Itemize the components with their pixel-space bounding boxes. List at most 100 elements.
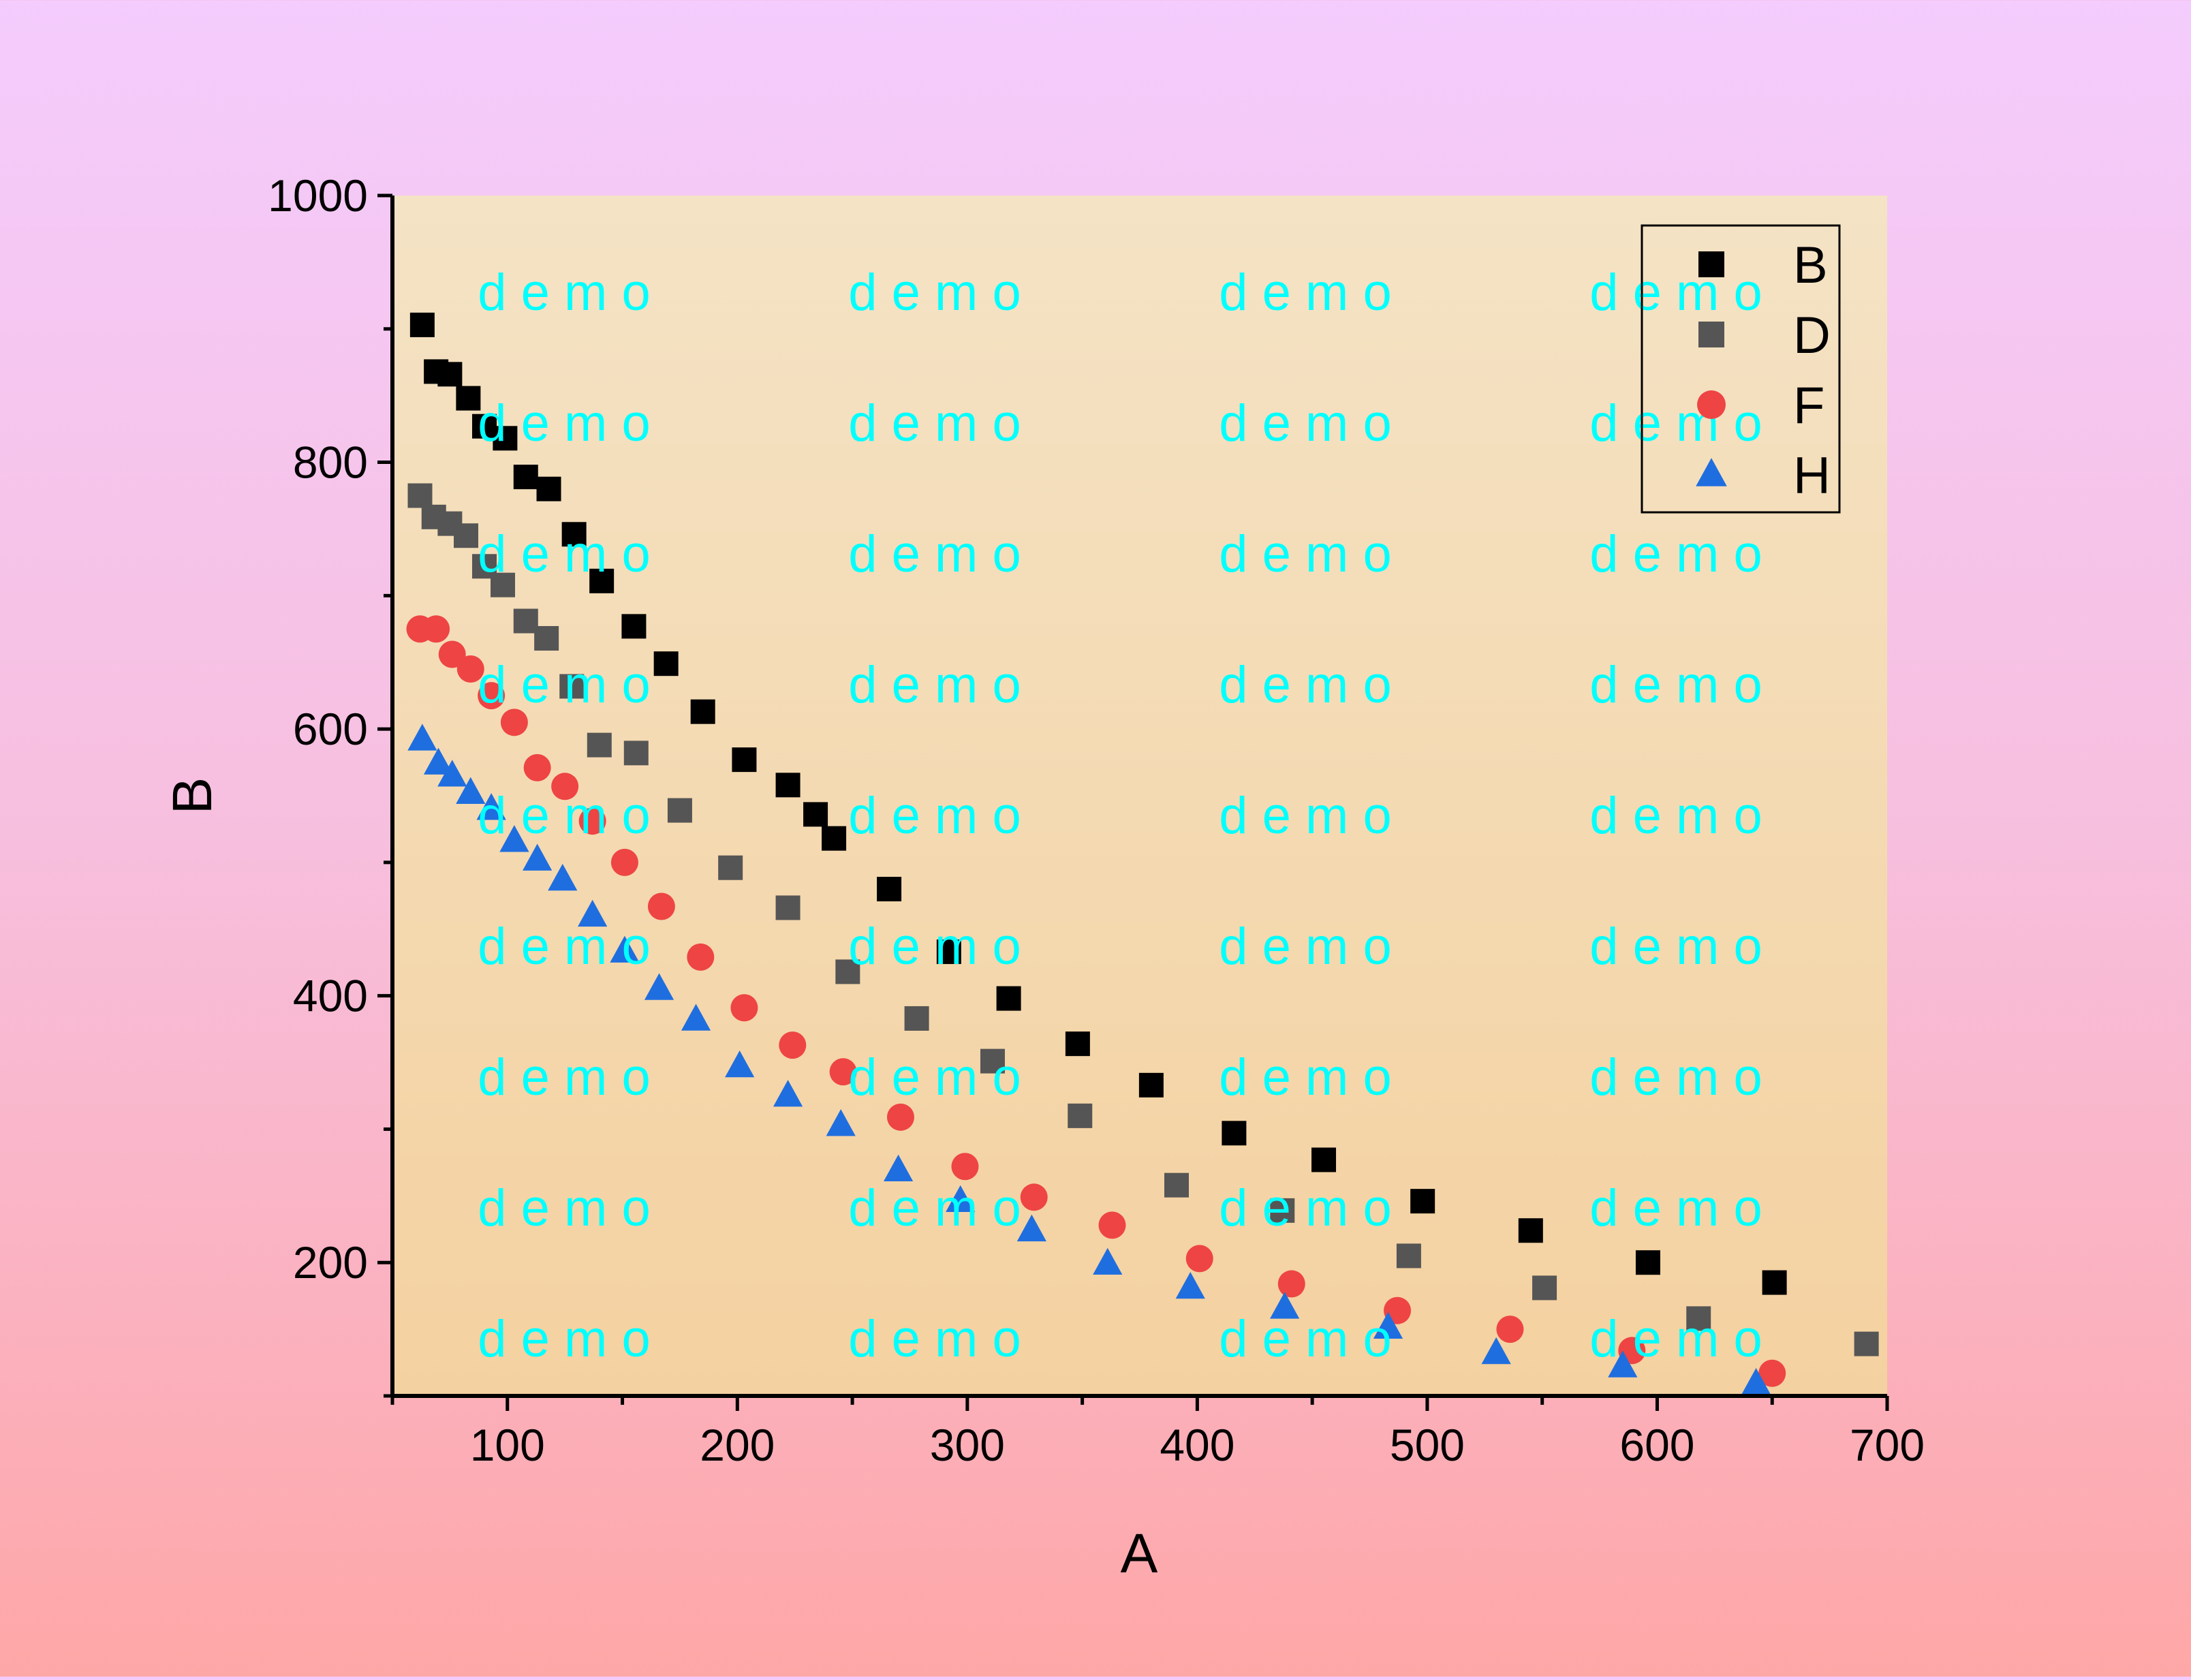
data-point bbox=[822, 826, 847, 851]
series-F bbox=[406, 615, 1786, 1387]
data-point bbox=[1518, 1218, 1543, 1243]
data-point bbox=[476, 793, 506, 820]
data-point bbox=[1635, 1250, 1660, 1275]
legend-marker bbox=[1698, 322, 1724, 347]
data-point bbox=[1068, 1103, 1093, 1128]
watermark-text: d e m o bbox=[1219, 1310, 1391, 1368]
axes bbox=[390, 196, 1887, 1398]
data-point bbox=[1762, 1270, 1787, 1295]
series-D bbox=[407, 483, 1879, 1356]
watermark-text: d e m o bbox=[478, 525, 650, 583]
legend-box bbox=[1641, 224, 1841, 514]
watermark-text: d e m o bbox=[1589, 394, 1762, 452]
data-point bbox=[623, 741, 649, 766]
x-tick-label: 300 bbox=[930, 1420, 1005, 1470]
x-tick-label: 100 bbox=[470, 1420, 545, 1470]
data-point bbox=[1686, 1306, 1711, 1331]
data-point bbox=[826, 1109, 856, 1136]
x-tick-label: 200 bbox=[700, 1420, 775, 1470]
x-ticks: 100 200 300 400 500 600 700 bbox=[390, 1396, 1925, 1470]
data-point bbox=[472, 414, 497, 439]
y-axis-label: B bbox=[161, 777, 223, 815]
watermark-text: d e m o bbox=[1589, 656, 1762, 714]
data-point bbox=[551, 773, 579, 800]
x-tick-label: 700 bbox=[1850, 1420, 1925, 1470]
data-point bbox=[513, 465, 538, 490]
watermark-text: d e m o bbox=[1219, 1048, 1391, 1106]
series-H bbox=[407, 724, 1771, 1395]
data-point bbox=[996, 986, 1021, 1011]
series-B bbox=[409, 312, 1787, 1295]
data-point bbox=[536, 476, 561, 501]
y-tick-label: 400 bbox=[293, 971, 368, 1021]
data-point bbox=[610, 848, 638, 876]
watermark-layer: d e m o d e m o d e m o d e m o d e m o d e m… bbox=[478, 264, 1762, 1368]
legend-marker bbox=[1697, 390, 1726, 419]
data-point bbox=[1016, 1214, 1046, 1242]
data-point bbox=[687, 943, 715, 971]
data-point bbox=[644, 973, 674, 1000]
y-tick-label: 200 bbox=[293, 1237, 368, 1288]
data-point bbox=[883, 1154, 914, 1182]
data-point bbox=[1758, 1359, 1786, 1387]
data-point bbox=[1854, 1331, 1879, 1356]
data-point bbox=[775, 773, 801, 798]
data-point bbox=[1270, 1292, 1300, 1319]
data-point bbox=[667, 798, 692, 823]
data-point bbox=[578, 807, 606, 835]
watermark-text: d e m o bbox=[1589, 1179, 1762, 1237]
watermark-text: d e m o bbox=[478, 264, 650, 322]
data-point bbox=[534, 625, 559, 651]
data-point bbox=[946, 1185, 976, 1213]
data-point bbox=[610, 935, 640, 963]
data-point bbox=[647, 892, 675, 920]
data-point bbox=[732, 747, 757, 773]
data-point bbox=[423, 747, 454, 775]
data-point bbox=[690, 699, 715, 724]
data-point bbox=[407, 483, 433, 508]
data-point bbox=[1138, 1072, 1164, 1098]
data-point bbox=[886, 1103, 914, 1131]
data-point bbox=[1270, 1198, 1295, 1223]
watermark-text: d e m o bbox=[1589, 918, 1762, 976]
watermark-text: d e m o bbox=[478, 1310, 650, 1368]
watermark-text: d e m o bbox=[1589, 1310, 1762, 1368]
data-point bbox=[456, 386, 481, 411]
x-tick-label: 600 bbox=[1619, 1420, 1694, 1470]
data-point bbox=[548, 863, 578, 891]
data-point bbox=[499, 825, 529, 852]
data-point bbox=[1311, 1147, 1337, 1172]
legend-label: D bbox=[1793, 307, 1831, 364]
data-point bbox=[1481, 1337, 1511, 1365]
data-point bbox=[1532, 1275, 1557, 1301]
data-point bbox=[478, 682, 506, 710]
data-point bbox=[491, 572, 516, 597]
watermark-text: d e m o bbox=[1589, 1048, 1762, 1106]
data-point bbox=[1185, 1245, 1213, 1273]
data-point bbox=[456, 655, 484, 683]
data-point bbox=[1410, 1189, 1435, 1214]
watermark-text: d e m o bbox=[848, 1310, 1021, 1368]
data-point bbox=[835, 959, 860, 984]
watermark-text: d e m o bbox=[478, 1048, 650, 1106]
watermark-text: d e m o bbox=[1219, 1179, 1391, 1237]
data-point bbox=[456, 777, 486, 804]
watermark-text: d e m o bbox=[848, 1048, 1021, 1106]
data-point bbox=[1065, 1031, 1090, 1057]
watermark-text: d e m o bbox=[1219, 918, 1391, 976]
watermark-text: d e m o bbox=[848, 918, 1021, 976]
data-point bbox=[980, 1048, 1005, 1074]
data-point bbox=[1098, 1211, 1126, 1239]
data-point bbox=[1164, 1172, 1190, 1198]
data-point bbox=[877, 877, 902, 902]
watermark-text: d e m o bbox=[1589, 264, 1762, 322]
watermark-text: d e m o bbox=[848, 656, 1021, 714]
data-point bbox=[653, 651, 679, 676]
data-point bbox=[803, 802, 828, 827]
watermark-text: d e m o bbox=[478, 656, 650, 714]
data-point bbox=[1741, 1367, 1771, 1395]
data-point bbox=[775, 895, 801, 920]
legend-entry-H: H bbox=[1696, 447, 1831, 505]
